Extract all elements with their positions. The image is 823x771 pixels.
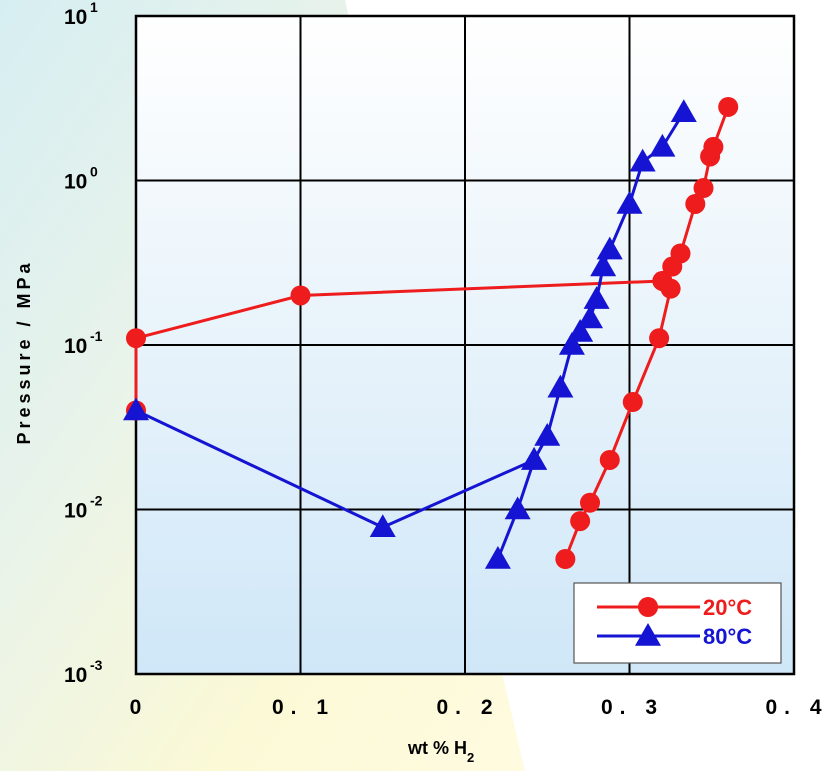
- x-tick-label: 0. 2: [436, 696, 499, 719]
- y-tick-label-exponent: 0: [90, 164, 98, 180]
- y-tick-label-exponent: 1: [90, 0, 98, 15]
- data-point-triangle: [369, 514, 396, 538]
- x-axis-title-main: wt % H: [407, 738, 467, 758]
- y-tick-label-base: 10: [64, 664, 87, 687]
- data-point-triangle: [635, 623, 661, 646]
- series-group: [123, 99, 697, 569]
- legend-label: 80°C: [703, 624, 752, 649]
- y-tick-label-base: 10: [64, 6, 87, 29]
- data-point-triangle: [670, 99, 697, 122]
- data-point-circle: [622, 392, 643, 413]
- data-point-triangle: [649, 133, 676, 157]
- data-point-triangle: [123, 397, 149, 421]
- data-point-triangle: [596, 236, 623, 260]
- data-point-circle: [126, 328, 146, 349]
- x-tick-label: 0. 1: [272, 696, 335, 719]
- data-point-circle: [693, 178, 714, 199]
- data-point-triangle: [558, 332, 585, 355]
- legend-box: [573, 582, 782, 664]
- x-tick-label: 0. 4: [765, 696, 823, 719]
- data-point-triangle: [504, 496, 531, 520]
- grid-lines: [136, 16, 794, 674]
- legend-label: 20°C: [703, 595, 752, 620]
- data-point-triangle: [484, 546, 511, 569]
- legend: 20°C 80°C: [573, 582, 782, 664]
- data-point-triangle: [616, 190, 643, 214]
- data-point-triangle: [534, 422, 561, 446]
- data-point-circle: [649, 328, 670, 349]
- data-point-circle: [638, 597, 658, 617]
- y-axis-title: Pressure / MPa: [14, 259, 34, 444]
- data-point-triangle: [583, 286, 610, 309]
- data-point-circle: [685, 193, 706, 214]
- y-tick-label-base: 10: [64, 171, 87, 194]
- data-point-triangle: [567, 318, 594, 342]
- data-series: [123, 96, 739, 570]
- x-tick-label: 0: [130, 696, 149, 719]
- data-point-circle: [580, 492, 601, 513]
- data-point-circle: [718, 96, 739, 117]
- x-tick-label: 0. 3: [601, 696, 664, 719]
- x-axis-title: wt % H2: [407, 738, 474, 765]
- y-tick-label-exponent: -3: [90, 657, 103, 673]
- data-point-circle: [599, 449, 620, 470]
- data-point-circle: [670, 243, 691, 264]
- data-point-triangle: [629, 148, 656, 172]
- data-point-triangle: [547, 374, 574, 398]
- y-tick-label-exponent: -1: [90, 328, 103, 344]
- data-point-circle: [570, 511, 591, 532]
- y-tick-label-base: 10: [64, 500, 87, 523]
- data-point-triangle: [577, 305, 604, 329]
- y-tick-label-exponent: -2: [90, 493, 103, 509]
- data-point-triangle: [521, 446, 548, 470]
- data-point-circle: [555, 549, 576, 570]
- data-point-circle: [290, 285, 311, 306]
- data-point-triangle: [590, 253, 617, 277]
- data-point-circle: [652, 270, 673, 291]
- x-axis-title-subscript: 2: [467, 750, 474, 765]
- x-tick-labels: 0 0. 1 0. 2 0. 3 0. 4: [130, 696, 823, 719]
- data-point-circle: [703, 136, 724, 157]
- y-tick-label-base: 10: [64, 335, 87, 358]
